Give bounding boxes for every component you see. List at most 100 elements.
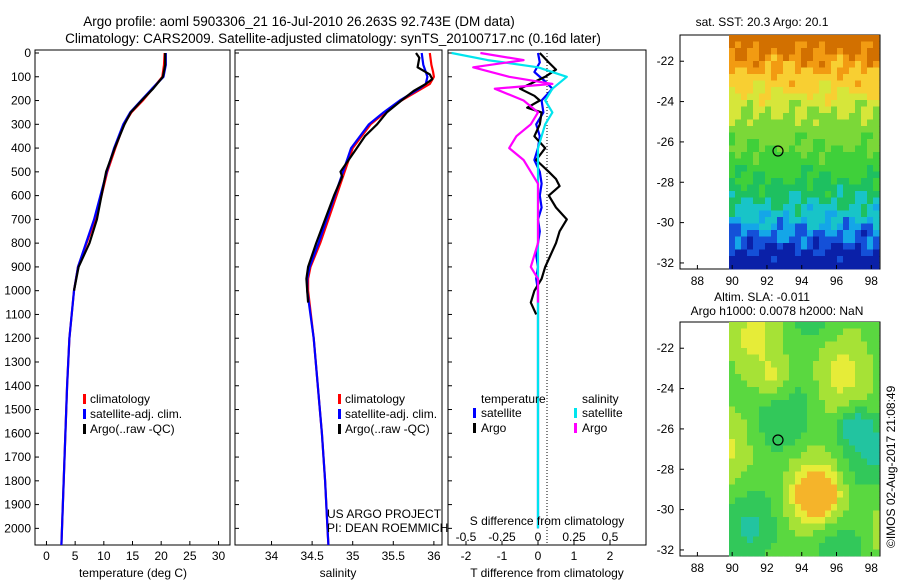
series-line-salinity-argo <box>472 51 554 303</box>
sst-cell <box>813 178 820 185</box>
sst-cell <box>759 152 766 159</box>
sst-cell <box>825 223 832 231</box>
sla-cell <box>873 478 880 485</box>
sla-cell <box>783 328 790 336</box>
sst-cell <box>729 74 736 81</box>
sla-cell <box>783 478 790 485</box>
sst-cell <box>813 171 820 179</box>
sla-cell <box>783 504 790 511</box>
sla-cell <box>837 445 844 453</box>
sla-cell <box>861 491 868 498</box>
sla-cell <box>771 393 778 401</box>
sla-cell <box>831 491 838 498</box>
sla-cell <box>819 387 826 394</box>
sla-cell <box>819 406 826 414</box>
sst-cell <box>825 262 832 270</box>
sst-cell <box>801 139 808 146</box>
sla-cell <box>873 465 880 472</box>
sst-cell <box>795 236 802 244</box>
sst-cell <box>771 132 778 140</box>
sst-cell <box>765 152 772 159</box>
sla-cell <box>855 504 862 511</box>
sla-cell <box>789 504 796 511</box>
sla-cell <box>843 413 850 420</box>
sst-cell <box>867 230 874 237</box>
sla-map-title-line1: Altim. SLA: -0.011 <box>714 290 810 304</box>
sla-cell <box>849 517 856 524</box>
sst-cell <box>747 132 754 140</box>
sla-cell <box>735 445 742 453</box>
sla-cell <box>753 536 760 544</box>
sst-cell <box>867 126 874 133</box>
sla-cell <box>807 530 814 537</box>
sst-cell <box>825 74 832 81</box>
sla-cell <box>729 510 736 518</box>
sla-cell <box>735 549 742 557</box>
sla-cell <box>831 523 838 531</box>
sla-cell <box>729 536 736 544</box>
sst-cell <box>801 41 808 49</box>
x-tick-label: 15 <box>126 549 140 563</box>
sla-cell <box>849 419 856 427</box>
sla-cell <box>861 328 868 336</box>
sst-cell <box>789 256 796 263</box>
sst-cell <box>795 256 802 263</box>
sla-cell <box>765 367 772 375</box>
sst-cell <box>753 171 760 179</box>
sst-cell <box>735 113 742 120</box>
sla-cell <box>771 413 778 420</box>
sst-cell <box>753 35 760 42</box>
sst-cell <box>831 223 838 231</box>
sla-cell <box>789 517 796 524</box>
sst-cell <box>807 80 814 88</box>
sla-cell <box>795 387 802 394</box>
sla-cell <box>765 543 772 550</box>
sla-cell <box>867 393 874 401</box>
sst-cell <box>849 54 856 62</box>
sst-cell <box>873 256 880 263</box>
sst-cell <box>765 171 772 179</box>
sst-cell <box>795 35 802 42</box>
sla-cell <box>819 361 826 368</box>
legend-swatch-climatology <box>83 394 86 404</box>
sla-cell <box>741 530 748 537</box>
sla-cell <box>831 458 838 466</box>
sst-cell <box>819 223 826 231</box>
map-x-tick-label: 92 <box>760 274 774 288</box>
depth-tick-label: 800 <box>11 236 31 250</box>
sst-cell <box>765 204 772 211</box>
sst-cell <box>813 87 820 94</box>
sst-cell <box>801 67 808 75</box>
sla-cell <box>819 484 826 492</box>
sla-cell <box>777 543 784 550</box>
sla-cell <box>747 406 754 414</box>
sst-cell <box>807 145 814 153</box>
sla-cell <box>765 491 772 498</box>
sst-cell <box>789 217 796 224</box>
sla-cell <box>771 328 778 336</box>
sla-cell <box>861 452 868 459</box>
sst-cell <box>819 113 826 120</box>
sla-cell <box>837 374 844 381</box>
sla-cell <box>753 478 760 485</box>
sla-cell <box>807 478 814 485</box>
salinity-legend: climatology satellite-adj. clim. Argo(..… <box>338 392 437 436</box>
sla-cell <box>795 497 802 505</box>
sla-cell <box>777 478 784 485</box>
sst-cell <box>747 139 754 146</box>
sst-cell <box>795 210 802 218</box>
sla-cell <box>867 465 874 472</box>
sst-cell <box>777 171 784 179</box>
s-tick-label: 0.25 <box>562 530 586 544</box>
sla-cell <box>867 335 874 342</box>
sla-cell <box>825 419 832 427</box>
sst-cell <box>849 236 856 244</box>
sst-cell <box>849 35 856 42</box>
salinity-axes <box>234 49 443 546</box>
sst-cell <box>855 113 862 120</box>
sla-cell <box>795 354 802 362</box>
sla-cell <box>783 354 790 362</box>
sst-cell <box>795 139 802 146</box>
sla-cell <box>867 497 874 505</box>
sla-cell <box>873 413 880 420</box>
